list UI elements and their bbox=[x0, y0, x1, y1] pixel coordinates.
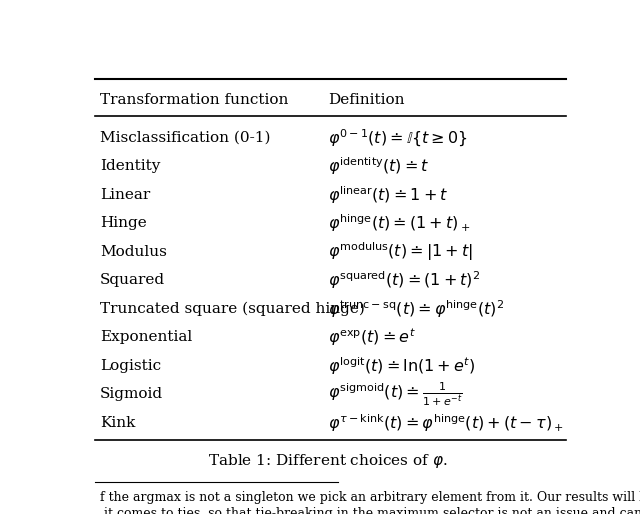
Text: $\varphi^{\mathrm{logit}}(t) \doteq \ln(1+e^t)$: $\varphi^{\mathrm{logit}}(t) \doteq \ln(… bbox=[328, 355, 476, 377]
Text: Hinge: Hinge bbox=[100, 216, 147, 230]
Text: Identity: Identity bbox=[100, 159, 160, 174]
Text: Modulus: Modulus bbox=[100, 245, 166, 259]
Text: Linear: Linear bbox=[100, 188, 150, 202]
Text: Misclassification (0-1): Misclassification (0-1) bbox=[100, 131, 270, 145]
Text: Logistic: Logistic bbox=[100, 359, 161, 373]
Text: $\varphi^{\mathrm{exp}}(t) \doteq e^t$: $\varphi^{\mathrm{exp}}(t) \doteq e^t$ bbox=[328, 326, 416, 348]
Text: Transformation function: Transformation function bbox=[100, 93, 288, 107]
Text: f the argmax is not a singleton we pick an arbitrary element from it. Our result: f the argmax is not a singleton we pick … bbox=[100, 491, 640, 505]
Text: Truncated square (squared hinge): Truncated square (squared hinge) bbox=[100, 302, 365, 316]
Text: $\varphi^{\mathrm{modulus}}(t) \doteq |1+t|$: $\varphi^{\mathrm{modulus}}(t) \doteq |1… bbox=[328, 241, 473, 263]
Text: Table 1: Different choices of $\varphi$.: Table 1: Different choices of $\varphi$. bbox=[208, 452, 448, 470]
Text: $\varphi^{\mathrm{hinge}}(t) \doteq (1+t)_+$: $\varphi^{\mathrm{hinge}}(t) \doteq (1+t… bbox=[328, 213, 470, 234]
Text: $\varphi^{\mathrm{sigmoid}}(t) \doteq \frac{1}{1+e^{-t}}$: $\varphi^{\mathrm{sigmoid}}(t) \doteq \f… bbox=[328, 380, 463, 408]
Text: $\varphi^{\mathrm{linear}}(t) \doteq 1 + t$: $\varphi^{\mathrm{linear}}(t) \doteq 1 +… bbox=[328, 184, 449, 206]
Text: Exponential: Exponential bbox=[100, 331, 192, 344]
Text: it comes to ties, so that tie-breaking in the maximum selector is not an issue a: it comes to ties, so that tie-breaking i… bbox=[100, 507, 640, 514]
Text: Definition: Definition bbox=[328, 93, 404, 107]
Text: Sigmoid: Sigmoid bbox=[100, 388, 163, 401]
Text: $\varphi^{\mathrm{squared}}(t) \doteq (1+t)^2$: $\varphi^{\mathrm{squared}}(t) \doteq (1… bbox=[328, 270, 481, 291]
Text: Kink: Kink bbox=[100, 416, 135, 430]
Text: Squared: Squared bbox=[100, 273, 165, 287]
Text: $\varphi^{\mathrm{identity}}(t) \doteq t$: $\varphi^{\mathrm{identity}}(t) \doteq t… bbox=[328, 156, 429, 177]
Text: $\varphi^{\tau-\mathrm{kink}}(t) \doteq \varphi^{\mathrm{hinge}}(t) + (t-\tau)_+: $\varphi^{\tau-\mathrm{kink}}(t) \doteq … bbox=[328, 412, 564, 434]
Text: $\varphi^{\mathrm{trunc-sq}}(t) \doteq \varphi^{\mathrm{hinge}}(t)^2$: $\varphi^{\mathrm{trunc-sq}}(t) \doteq \… bbox=[328, 298, 504, 320]
Text: $\varphi^{0-1}(t) \doteq \mathbb{I}\{t \geq 0\}$: $\varphi^{0-1}(t) \doteq \mathbb{I}\{t \… bbox=[328, 127, 468, 149]
